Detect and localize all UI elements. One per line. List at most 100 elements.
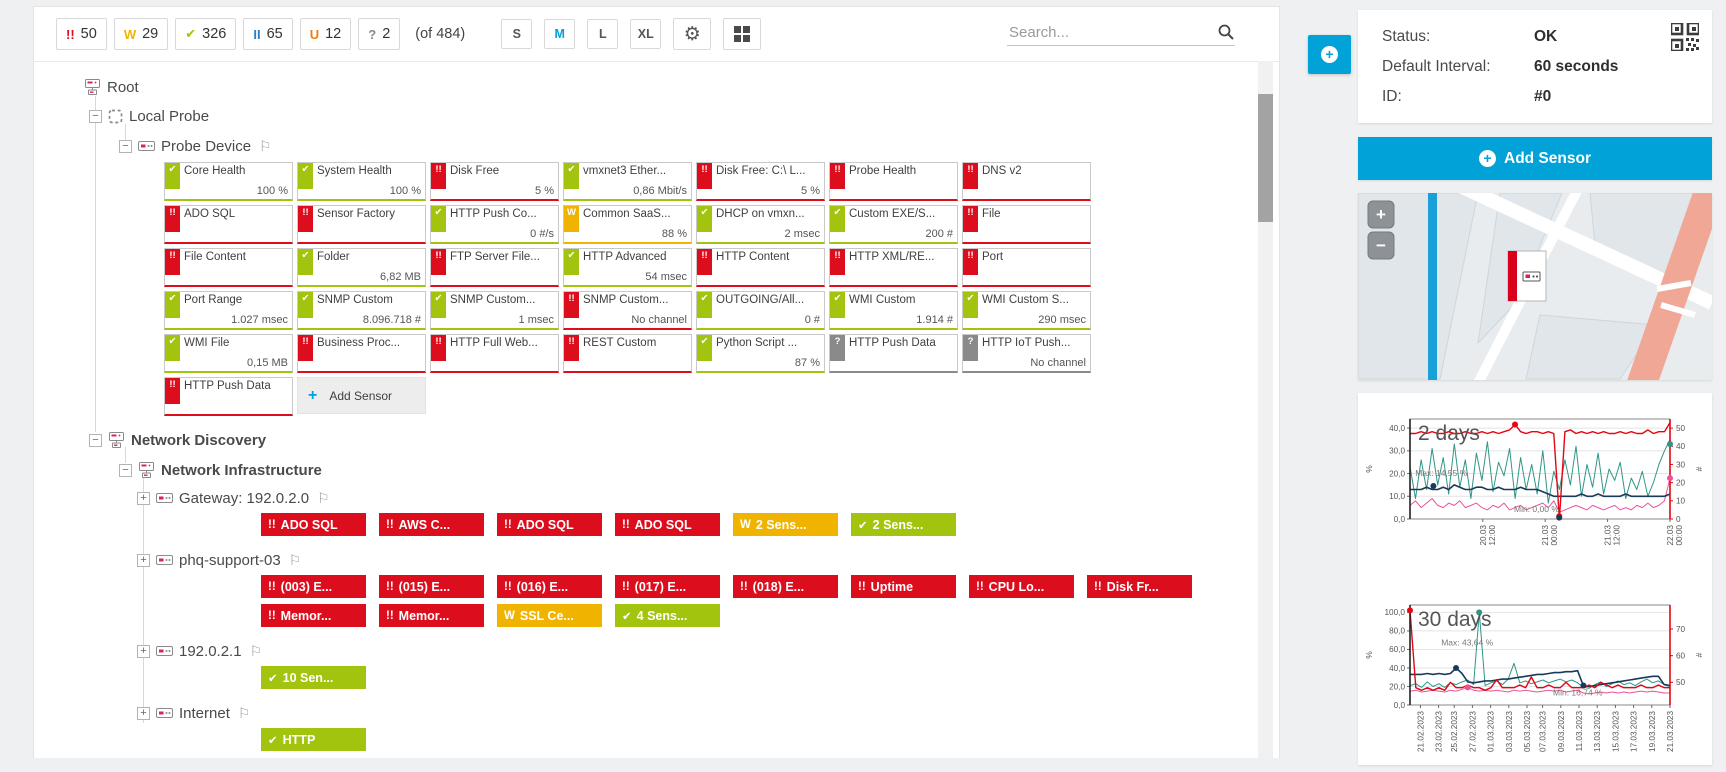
tree-node-label[interactable]: Network Infrastructure	[161, 461, 322, 479]
device-label[interactable]: Gateway: 192.0.2.0	[179, 489, 310, 507]
chart-30-days[interactable]: 0,0 20,0 40,0 60,0 80,0 100,0 50 60 70 21.02.2023…	[1362, 595, 1708, 765]
settings-button[interactable]: ⚙	[673, 18, 712, 50]
sensor-tile[interactable]: !! DNS v2	[962, 162, 1091, 201]
sensor-tile[interactable]: !! SNMP Custom... No channel	[563, 291, 692, 330]
expand-toggle[interactable]: +	[137, 644, 150, 658]
sensor-pill[interactable]: !! ADO SQL	[615, 513, 720, 536]
sensor-pill[interactable]: !! Memor...	[379, 604, 484, 627]
sensor-pill[interactable]: W 2 Sens...	[733, 513, 838, 536]
status-count-unusual[interactable]: U 12	[299, 18, 352, 50]
expand-toggle[interactable]: +	[137, 553, 150, 567]
sensor-pill[interactable]: !! AWS C...	[379, 513, 484, 536]
add-sensor-button[interactable]: + Add Sensor	[1358, 137, 1712, 180]
collapse-toggle[interactable]: −	[119, 139, 132, 153]
location-map[interactable]: + −	[1358, 193, 1712, 380]
sensor-tile[interactable]: !! ADO SQL	[164, 205, 293, 244]
tree-node-label[interactable]: Probe Device	[161, 137, 252, 155]
map-zoom-in-button[interactable]: +	[1367, 200, 1395, 229]
tree-node-label[interactable]: Local Probe	[129, 107, 210, 125]
sensor-tile[interactable]: ✔ WMI Custom S... 290 msec	[962, 291, 1091, 330]
sensor-tile[interactable]: ✔ Core Health 100 %	[164, 162, 293, 201]
sensor-tile[interactable]: ✔ Custom EXE/S... 200 #	[829, 205, 958, 244]
sensor-tile[interactable]: ✔ HTTP Push Co... 0 #/s	[430, 205, 559, 244]
sensor-pill[interactable]: ✔ 4 Sens...	[615, 604, 720, 627]
sensor-tile[interactable]: ✔ DHCP on vmxn... 2 msec	[696, 205, 825, 244]
device-label[interactable]: phq-support-03	[179, 551, 281, 569]
sensor-pill[interactable]: !! Disk Fr...	[1087, 575, 1192, 598]
sensor-tile[interactable]: !! HTTP Full Web...	[430, 334, 559, 373]
sensor-tile[interactable]: !! FTP Server File...	[430, 248, 559, 287]
sensor-tile[interactable]: !! File	[962, 205, 1091, 244]
expand-toggle[interactable]: +	[137, 491, 150, 505]
device-label[interactable]: 192.0.2.1	[179, 642, 242, 660]
tree-node-label[interactable]: Root	[107, 78, 139, 96]
status-count-ok[interactable]: ✔ 326	[175, 18, 237, 50]
sensor-pill[interactable]: !! Memor...	[261, 604, 366, 627]
sensor-tile[interactable]: ✔ OUTGOING/All... 0 #	[696, 291, 825, 330]
sensor-tile[interactable]: ✔ WMI Custom 1.914 #	[829, 291, 958, 330]
sensor-tile[interactable]: !! File Content	[164, 248, 293, 287]
sensor-tile[interactable]: !! Business Proc...	[297, 334, 426, 373]
sensor-pill[interactable]: !! CPU Lo...	[969, 575, 1074, 598]
sensor-tile[interactable]: ✔ SNMP Custom... 1 msec	[430, 291, 559, 330]
sensor-tile[interactable]: ✔ Folder 6,82 MB	[297, 248, 426, 287]
sensor-pill[interactable]: !! (016) E...	[497, 575, 602, 598]
map-marker[interactable]	[1507, 250, 1547, 302]
collapse-toggle[interactable]: −	[89, 109, 102, 123]
sensor-pill[interactable]: !! Uptime	[851, 575, 956, 598]
sensor-pill[interactable]: ✔ 10 Sen...	[261, 666, 366, 689]
sensor-tile[interactable]: W Common SaaS... 88 %	[563, 205, 692, 244]
collapse-toggle[interactable]: −	[119, 463, 132, 477]
size-button-xl[interactable]: XL	[630, 19, 662, 49]
sensor-tile[interactable]: !! Disk Free 5 %	[430, 162, 559, 201]
sensor-pill[interactable]: ✔ 2 Sens...	[851, 513, 956, 536]
status-count-unknown[interactable]: ? 2	[358, 18, 401, 50]
sensor-tile[interactable]: !! Probe Health	[829, 162, 958, 201]
sensor-tile[interactable]: !! Port	[962, 248, 1091, 287]
sensor-tile[interactable]: !! Sensor Factory	[297, 205, 426, 244]
sensor-tile[interactable]: !! REST Custom	[563, 334, 692, 373]
sensor-pill[interactable]: W SSL Ce...	[497, 604, 602, 627]
sensor-tile[interactable]: !! HTTP Content	[696, 248, 825, 287]
sensor-pill[interactable]: !! (018) E...	[733, 575, 838, 598]
sensor-tile[interactable]: !! Disk Free: C:\ L... 5 %	[696, 162, 825, 201]
sensor-pill[interactable]: !! (003) E...	[261, 575, 366, 598]
sensor-pill[interactable]: !! (015) E...	[379, 575, 484, 598]
add-sensor-tile[interactable]: + Add Sensor	[297, 377, 426, 414]
sensor-tile[interactable]: ✔ Python Script ... 87 %	[696, 334, 825, 373]
sensor-tile[interactable]: ✔ vmxnet3 Ether... 0,86 Mbit/s	[563, 162, 692, 201]
qr-code-icon[interactable]	[1669, 21, 1701, 56]
quick-add-button[interactable]: +	[1308, 35, 1351, 74]
sensor-tile[interactable]: ✔ Port Range 1.027 msec	[164, 291, 293, 330]
size-button-l[interactable]: L	[587, 19, 619, 49]
size-button-s[interactable]: S	[501, 19, 533, 49]
status-count-warning[interactable]: W 29	[113, 18, 169, 50]
sensor-tile[interactable]: !! HTTP Push Data	[164, 377, 293, 416]
status-count-error[interactable]: !! 50	[56, 18, 107, 50]
sensor-pill[interactable]: !! (017) E...	[615, 575, 720, 598]
sensor-tile[interactable]: ? HTTP Push Data	[829, 334, 958, 373]
vertical-scrollbar[interactable]	[1258, 61, 1273, 758]
status-count-paused[interactable]: II 65	[243, 18, 293, 50]
sensor-tile[interactable]: ✔ SNMP Custom 8.096.718 #	[297, 291, 426, 330]
device-label[interactable]: Internet	[179, 704, 230, 722]
sensor-tile[interactable]: !! HTTP XML/RE...	[829, 248, 958, 287]
collapse-toggle[interactable]: −	[89, 433, 102, 447]
size-button-m[interactable]: M	[544, 19, 576, 49]
sensor-tile[interactable]: ✔ System Health 100 %	[297, 162, 426, 201]
sensor-pill[interactable]: ✔ HTTP	[261, 728, 366, 751]
map-zoom-out-button[interactable]: −	[1367, 231, 1395, 260]
tree-node-label[interactable]: Network Discovery	[131, 431, 267, 449]
view-mode-button[interactable]	[723, 18, 762, 50]
sensor-pill[interactable]: !! ADO SQL	[497, 513, 602, 536]
sensor-tile[interactable]: ✔ HTTP Advanced 54 msec	[563, 248, 692, 287]
sensor-tile[interactable]: ? HTTP IoT Push... No channel	[962, 334, 1091, 373]
sensor-tile[interactable]: ✔ WMI File 0,15 MB	[164, 334, 293, 373]
scrollbar-thumb[interactable]	[1258, 94, 1273, 222]
search-input[interactable]	[1007, 22, 1217, 42]
expand-toggle[interactable]: +	[137, 706, 150, 720]
search-icon[interactable]	[1217, 23, 1235, 41]
sensor-pill[interactable]: !! ADO SQL	[261, 513, 366, 536]
sensor-title: Port	[982, 251, 1004, 263]
